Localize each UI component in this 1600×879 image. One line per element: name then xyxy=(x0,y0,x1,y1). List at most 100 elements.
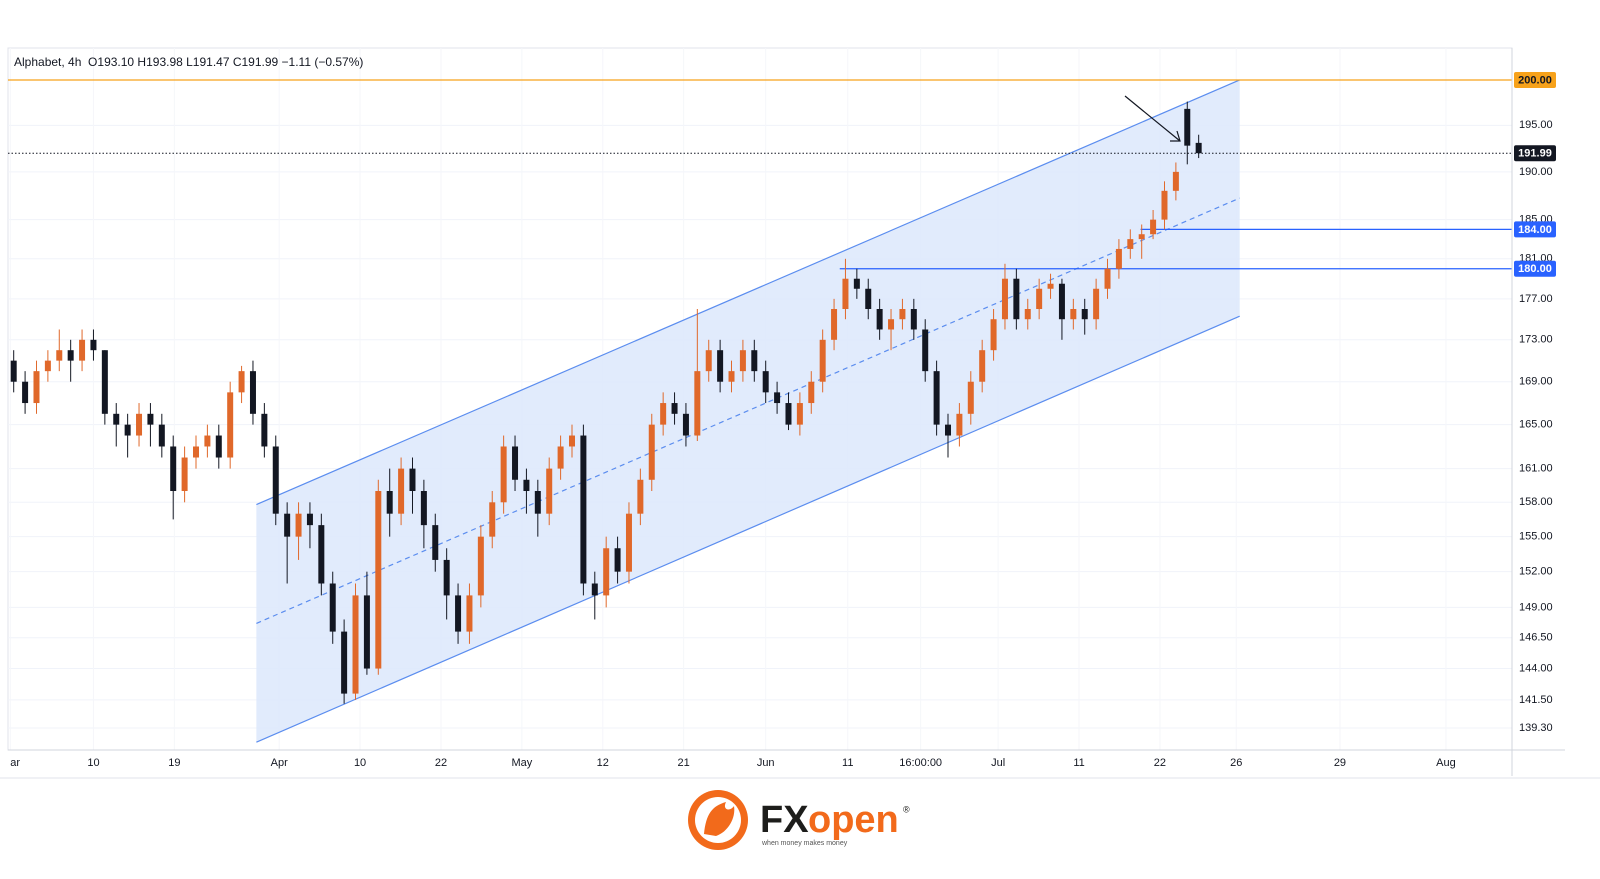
x-tick-label: 26 xyxy=(1230,757,1242,769)
y-tick-label: 139.30 xyxy=(1519,722,1553,734)
candle-body xyxy=(1070,309,1077,320)
candle-body xyxy=(1013,278,1020,320)
candle-body xyxy=(705,350,712,372)
y-tick-label: 177.00 xyxy=(1519,293,1553,305)
candle-body xyxy=(831,309,838,340)
candle-body xyxy=(523,479,530,492)
candle-body xyxy=(420,491,427,526)
candle-body xyxy=(10,360,17,382)
annotation-arrow-head xyxy=(1170,130,1181,142)
candle-body xyxy=(170,446,177,492)
candle-body xyxy=(341,631,348,694)
y-tick-label: 165.00 xyxy=(1519,419,1553,431)
candle-body xyxy=(728,371,735,382)
y-tick-label: 149.00 xyxy=(1519,601,1553,613)
candle-body xyxy=(682,413,689,436)
candle-body xyxy=(1081,309,1088,320)
candle-body xyxy=(56,350,63,361)
x-tick-label: 29 xyxy=(1334,757,1346,769)
candle-body xyxy=(796,403,803,425)
candle-body xyxy=(284,513,291,537)
candle-body xyxy=(1138,234,1145,240)
brand-logo: FX open ® when money makes money xyxy=(688,790,910,850)
candle-body xyxy=(512,446,519,480)
candle-body xyxy=(1172,171,1179,191)
candle-body xyxy=(660,403,667,425)
candle-body xyxy=(1115,248,1122,269)
candle-body xyxy=(249,371,256,414)
candle-body xyxy=(443,559,450,596)
candle-body xyxy=(1024,309,1031,320)
candle-body xyxy=(808,381,815,404)
candle-body xyxy=(922,329,929,372)
candle-body xyxy=(386,491,393,514)
x-tick-label: May xyxy=(511,757,532,769)
candle-body xyxy=(158,424,165,447)
price-lines xyxy=(8,79,1512,270)
candle-body xyxy=(238,371,245,393)
y-tick-label: 190.00 xyxy=(1519,166,1553,178)
x-tick-label: 22 xyxy=(435,757,447,769)
channel-lower xyxy=(256,315,1240,743)
candle-body xyxy=(22,381,29,404)
candle-body xyxy=(79,339,86,361)
candle-body xyxy=(785,403,792,425)
candle-body xyxy=(489,502,496,537)
price-label-box xyxy=(1514,221,1556,238)
candle-body xyxy=(90,339,97,351)
y-tick-label: 195.00 xyxy=(1519,119,1553,131)
candle-body xyxy=(204,435,211,447)
x-tick-label: Apr xyxy=(271,757,288,769)
candle-body xyxy=(113,413,120,425)
x-tick-label: Jul xyxy=(991,757,1005,769)
candle-body xyxy=(477,536,484,596)
y-tick-label: 155.00 xyxy=(1519,531,1553,543)
candle-body xyxy=(136,413,143,436)
candle-body xyxy=(751,350,758,372)
y-tick-label: 161.00 xyxy=(1519,463,1553,475)
channel-upper xyxy=(256,79,1240,506)
candle-body xyxy=(1184,108,1191,146)
y-tick-label: 144.00 xyxy=(1519,662,1553,674)
candle-body xyxy=(1036,288,1043,310)
candle-body xyxy=(500,446,507,503)
candle-body xyxy=(648,424,655,480)
candle-body xyxy=(295,513,302,537)
candle-body xyxy=(1150,219,1157,235)
candle-body xyxy=(329,583,336,632)
candle-body xyxy=(227,392,234,458)
candle-body xyxy=(899,309,906,320)
candle-body xyxy=(853,278,860,289)
candle-body xyxy=(318,525,325,584)
candle-body xyxy=(819,339,826,382)
candle-body xyxy=(193,446,199,458)
candle-body xyxy=(1127,239,1134,249)
candle-body xyxy=(625,513,632,572)
candle-body xyxy=(945,424,951,436)
brand-tagline: when money makes money xyxy=(761,840,848,847)
candle-body xyxy=(1058,283,1065,320)
x-tick-label: Aug xyxy=(1436,757,1456,769)
x-tick-label: 12 xyxy=(597,757,609,769)
candle-body xyxy=(44,360,51,372)
candle-body xyxy=(409,468,416,492)
candle-body xyxy=(101,350,108,414)
candle-body xyxy=(67,350,74,361)
x-tick-label: 22 xyxy=(1154,757,1166,769)
candle-body xyxy=(717,350,724,382)
candle-body xyxy=(637,479,644,514)
candle-body xyxy=(774,392,781,404)
x-tick-label: 21 xyxy=(678,757,690,769)
candle-body xyxy=(546,468,553,514)
candle-body xyxy=(569,435,575,447)
price-label: 191.99 xyxy=(1518,148,1552,160)
candle-body xyxy=(671,403,678,414)
candle-body xyxy=(261,413,268,447)
candle-body xyxy=(181,457,188,492)
candle-body xyxy=(432,525,439,560)
y-tick-label: 141.50 xyxy=(1519,694,1553,706)
annotation-arrow xyxy=(1124,95,1181,142)
x-tick-label: 10 xyxy=(87,757,99,769)
candle-body xyxy=(842,278,849,310)
candle-body xyxy=(865,288,872,310)
